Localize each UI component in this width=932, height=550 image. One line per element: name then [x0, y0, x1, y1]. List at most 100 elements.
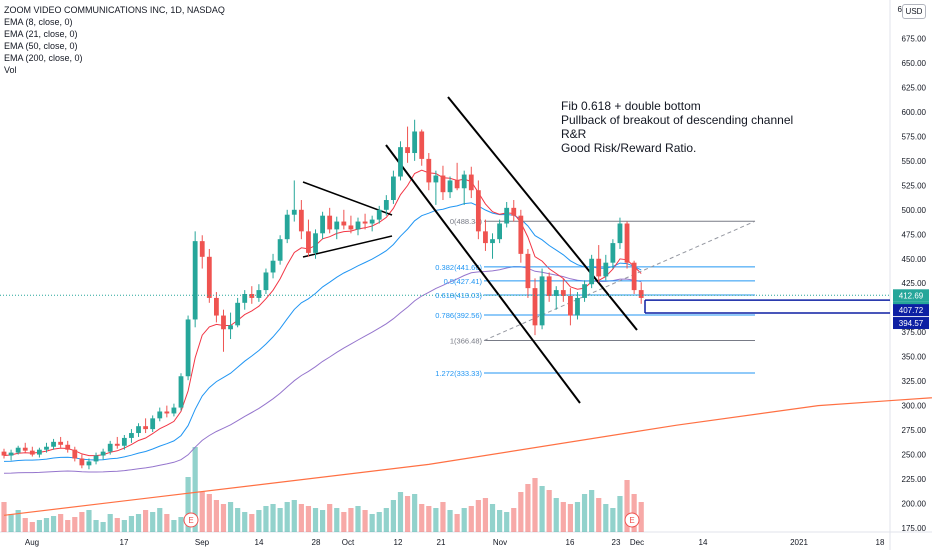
candle-body [178, 376, 184, 408]
candle [100, 448, 106, 460]
candle-body [263, 272, 269, 291]
volume-bar [213, 500, 219, 532]
volume-bar [206, 494, 212, 532]
candle [575, 292, 580, 320]
candle [376, 205, 382, 224]
candle [454, 162, 460, 191]
candle [199, 235, 205, 269]
volume-bar [50, 516, 57, 532]
legend-ema200[interactable]: EMA (200, close, 0) [4, 53, 83, 63]
volume-bar [397, 492, 404, 532]
candle-body [631, 262, 637, 291]
candle [242, 290, 248, 310]
y-tick-label: 350.00 [902, 353, 927, 362]
candle [284, 209, 290, 244]
candle-body [504, 207, 510, 224]
volume-bar [341, 512, 347, 532]
candle [298, 200, 304, 240]
volume-bar [546, 490, 552, 532]
candle-body [313, 233, 318, 253]
earnings-marker: E [624, 512, 640, 528]
volume-bar [36, 520, 42, 532]
candle [1, 448, 7, 459]
candle-body [320, 215, 325, 234]
candle-body [426, 158, 432, 183]
candle [560, 278, 566, 302]
candle [369, 215, 375, 232]
candle-body [1, 451, 7, 456]
y-tick-label: 450.00 [902, 255, 927, 264]
volume-bars [1, 447, 644, 532]
volume-bar [489, 504, 496, 532]
x-tick-label: 14 [255, 538, 264, 547]
legend-ema21[interactable]: EMA (21, close, 0) [4, 29, 78, 39]
candle [291, 180, 297, 222]
fib-level-label: 0(488.34) [450, 217, 483, 226]
y-tick-label: 625.00 [902, 83, 927, 92]
candle [596, 245, 602, 283]
candle [518, 209, 524, 263]
candle-body [560, 290, 566, 296]
candle [355, 217, 361, 236]
volume-bar [454, 514, 460, 532]
candle-body [15, 447, 21, 453]
candle [497, 219, 502, 244]
volume-bar [581, 494, 588, 532]
candle-body [221, 315, 226, 330]
note-line-3: R&R [561, 127, 587, 141]
candle-body [270, 260, 276, 273]
candle-body [518, 215, 524, 254]
y-tick-label: 525.00 [902, 181, 927, 190]
volume-bar [419, 504, 425, 532]
volume-bar [638, 502, 644, 532]
volume-bar [15, 510, 21, 532]
candle [504, 201, 510, 228]
volume-bar [72, 517, 78, 532]
volume-bar [589, 490, 595, 532]
candle [129, 429, 134, 443]
candle [171, 403, 177, 417]
candle [553, 286, 559, 310]
volume-bar [43, 518, 50, 532]
candle [419, 129, 425, 166]
legend-ema50[interactable]: EMA (50, close, 0) [4, 41, 78, 51]
volume-bar [327, 504, 333, 532]
fib-level-label: 1.272(333.33) [435, 369, 482, 378]
ema200-line [3, 397, 932, 516]
legend-ema8[interactable]: EMA (8, close, 0) [4, 17, 73, 27]
candle-body [298, 209, 304, 232]
volume-bar [312, 508, 319, 532]
candle-body [383, 200, 389, 210]
candle-body [206, 256, 212, 298]
y-tick-label: 200.00 [902, 500, 927, 509]
volume-bar [482, 498, 489, 532]
candle [121, 434, 127, 450]
candle [334, 216, 340, 240]
candle [107, 440, 113, 455]
volume-bar [511, 508, 517, 532]
candle [483, 219, 488, 251]
candle [93, 452, 99, 465]
volume-bar [178, 517, 184, 532]
y-tick-label: 500.00 [902, 206, 927, 215]
x-tick-label: 28 [312, 538, 321, 547]
volume-bar [220, 504, 227, 532]
legend-vol[interactable]: Vol [4, 65, 17, 75]
candle [624, 221, 630, 269]
volume-bar [128, 516, 135, 532]
ema50-line [3, 266, 642, 474]
x-tick-label: 14 [699, 538, 708, 547]
fib-level-label: 0.786(392.56) [435, 311, 482, 320]
candle [157, 407, 163, 422]
candle [143, 418, 148, 434]
legend-title: ZOOM VIDEO COMMUNICATIONS INC, 1D, NASDA… [4, 5, 225, 15]
candle [525, 248, 531, 298]
y-tick-label: 300.00 [902, 402, 927, 411]
candle [440, 165, 446, 201]
earnings-marker: E [183, 512, 199, 528]
candle-body [433, 175, 439, 183]
candle [136, 423, 141, 437]
candle [178, 373, 184, 411]
currency-button[interactable]: USD [902, 4, 926, 19]
